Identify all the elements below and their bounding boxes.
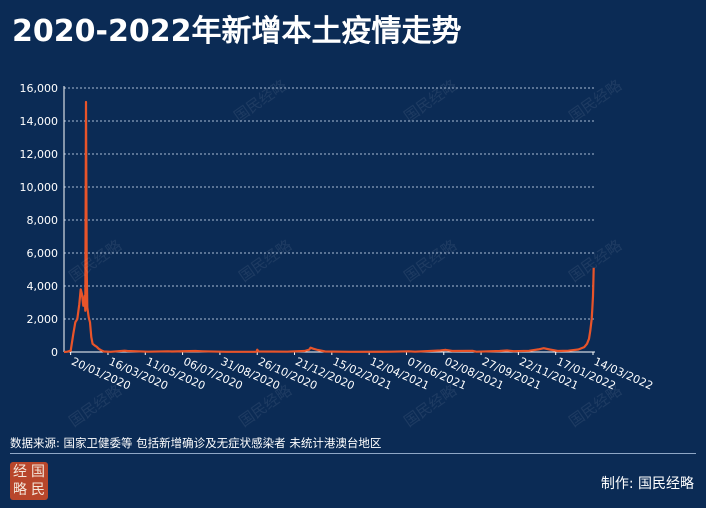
- y-tick-label: 4,000: [27, 280, 59, 293]
- logo: 经 国 略 民: [10, 462, 48, 500]
- series-line: [63, 100, 595, 354]
- page-title: 2020-2022年新增本土疫情走势: [12, 14, 462, 49]
- y-tick-label: 10,000: [20, 181, 59, 194]
- source-note: 数据来源: 国家卫健委等 包括新增确诊及无症状感染者 未统计港澳台地区: [10, 436, 382, 450]
- logo-char: 略: [13, 482, 27, 498]
- y-tick-label: 2,000: [27, 313, 59, 326]
- credit-label: 制作: 国民经略: [600, 476, 694, 492]
- y-tick-label: 12,000: [20, 148, 59, 161]
- logo-char: 国: [31, 464, 45, 480]
- y-tick-label: 14,000: [20, 115, 59, 128]
- line-chart: 0 2,000 4,000 6,000 8,000 10,000 12,000 14,000 1…: [20, 82, 655, 393]
- y-tick-label: 16,000: [20, 82, 59, 95]
- y-tick-label: 8,000: [27, 214, 59, 227]
- divider: [10, 453, 696, 454]
- y-tick-label: 0: [51, 346, 58, 359]
- logo-char: 经: [13, 464, 27, 480]
- logo-char: 民: [31, 482, 45, 498]
- y-tick-label: 6,000: [27, 247, 59, 260]
